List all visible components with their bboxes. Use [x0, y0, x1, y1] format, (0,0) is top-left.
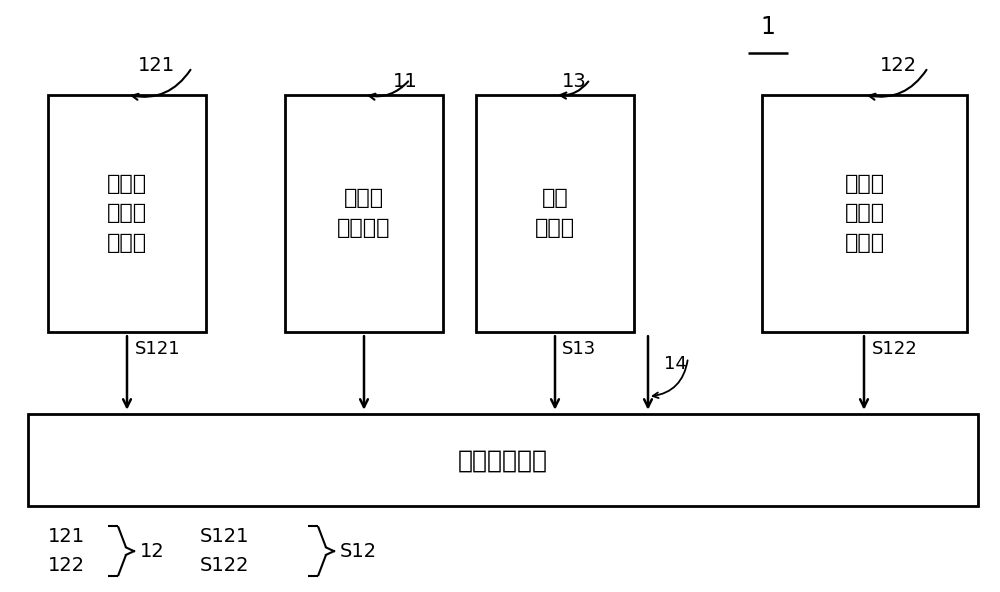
- Text: 第二近
红外线
摄像头: 第二近 红外线 摄像头: [844, 173, 885, 253]
- Text: S12: S12: [340, 542, 377, 561]
- Text: S121: S121: [200, 527, 250, 546]
- Text: 信号处理模块: 信号处理模块: [458, 448, 548, 472]
- Text: 13: 13: [562, 72, 587, 91]
- Text: 122: 122: [48, 556, 85, 575]
- Text: 彩色
摄像头: 彩色 摄像头: [535, 188, 575, 238]
- Text: 11: 11: [393, 72, 418, 91]
- Bar: [28, 414, 978, 506]
- Text: S122: S122: [872, 340, 918, 358]
- Bar: [476, 95, 634, 332]
- Text: S121: S121: [135, 340, 181, 358]
- Bar: [285, 95, 443, 332]
- Text: 结构光
投射模块: 结构光 投射模块: [337, 188, 391, 238]
- Text: S13: S13: [562, 340, 596, 358]
- Bar: [762, 95, 967, 332]
- Text: S122: S122: [200, 556, 250, 575]
- Text: 14: 14: [664, 355, 687, 373]
- Text: 12: 12: [140, 542, 165, 561]
- Text: 1: 1: [761, 15, 775, 38]
- Text: 第一近
红外线
摄像头: 第一近 红外线 摄像头: [107, 173, 147, 253]
- Text: 121: 121: [48, 527, 85, 546]
- Text: 122: 122: [880, 56, 917, 75]
- Bar: [48, 95, 206, 332]
- Text: 121: 121: [138, 56, 175, 75]
